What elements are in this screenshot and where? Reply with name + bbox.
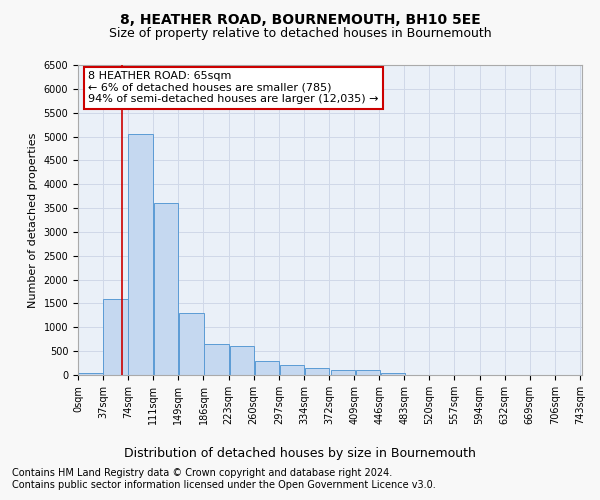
Bar xyxy=(254,360,279,375)
Text: Size of property relative to detached houses in Bournemouth: Size of property relative to detached ho… xyxy=(109,28,491,40)
Bar xyxy=(381,372,406,375)
Bar xyxy=(179,313,204,375)
Text: Contains public sector information licensed under the Open Government Licence v3: Contains public sector information licen… xyxy=(12,480,436,490)
Y-axis label: Number of detached properties: Number of detached properties xyxy=(28,132,38,308)
Bar xyxy=(331,370,355,375)
Text: Contains HM Land Registry data © Crown copyright and database right 2024.: Contains HM Land Registry data © Crown c… xyxy=(12,468,392,477)
Text: 8 HEATHER ROAD: 65sqm
← 6% of detached houses are smaller (785)
94% of semi-deta: 8 HEATHER ROAD: 65sqm ← 6% of detached h… xyxy=(88,71,379,104)
Text: 8, HEATHER ROAD, BOURNEMOUTH, BH10 5EE: 8, HEATHER ROAD, BOURNEMOUTH, BH10 5EE xyxy=(119,12,481,26)
Bar xyxy=(305,368,329,375)
Bar xyxy=(154,204,178,375)
Bar xyxy=(356,370,380,375)
Bar xyxy=(128,134,153,375)
Bar xyxy=(103,298,128,375)
Bar xyxy=(230,346,254,375)
Bar xyxy=(280,366,304,375)
Bar xyxy=(205,344,229,375)
Bar xyxy=(78,372,103,375)
Text: Distribution of detached houses by size in Bournemouth: Distribution of detached houses by size … xyxy=(124,448,476,460)
